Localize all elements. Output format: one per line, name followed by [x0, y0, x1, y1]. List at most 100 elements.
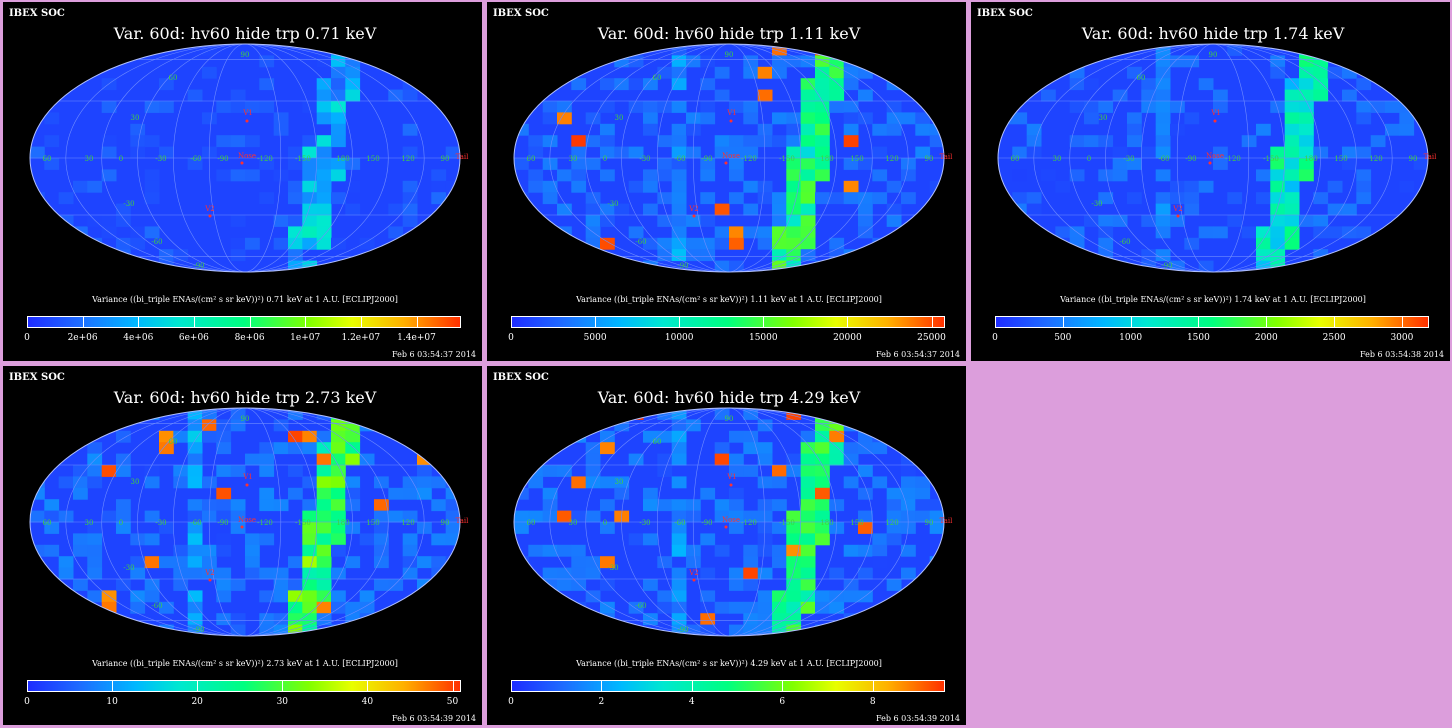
map-cell	[417, 78, 432, 91]
map-cell	[374, 419, 389, 432]
map-cell	[714, 544, 730, 557]
map-cell	[187, 590, 203, 603]
map-cell	[714, 260, 730, 272]
map-cell	[288, 442, 303, 455]
lon-label: 180	[820, 155, 833, 163]
map-cell	[800, 192, 816, 205]
lat-label: 60	[653, 438, 662, 446]
map-cell	[643, 237, 658, 250]
map-cell	[1370, 135, 1386, 148]
map-cell	[302, 510, 318, 523]
map-cell	[345, 601, 361, 614]
colorbar-tick-label: 8e+06	[234, 333, 265, 343]
map-cell	[600, 430, 615, 443]
map-cell	[628, 55, 644, 68]
map-cell	[1098, 192, 1114, 205]
map-cell	[729, 226, 744, 239]
map-cell	[402, 567, 418, 580]
map-cell	[101, 215, 117, 227]
lon-label: -120	[257, 155, 273, 163]
map-cell	[614, 476, 630, 489]
map-cell	[388, 624, 404, 636]
map-cell	[302, 613, 318, 626]
map-cell	[1284, 135, 1300, 148]
map-cell	[1155, 44, 1171, 56]
map-cell	[302, 135, 318, 148]
map-cell	[772, 237, 787, 250]
map-cell	[87, 590, 103, 603]
map-cell	[316, 544, 332, 557]
map-cell	[245, 567, 260, 580]
map-cell	[858, 66, 873, 79]
lat-label: -60	[151, 602, 162, 610]
map-cell	[729, 453, 744, 466]
colorbar-tick-label: 2e+06	[67, 333, 98, 343]
nose-label: Nose	[722, 516, 740, 524]
map-cell	[259, 78, 275, 91]
map-cell	[431, 624, 447, 636]
map-cell	[772, 203, 787, 216]
lon-label: 180	[336, 519, 349, 527]
map-cell	[1370, 44, 1386, 56]
map-cell	[259, 453, 275, 466]
map-cell	[815, 601, 830, 614]
map-cell	[144, 476, 160, 489]
lon-label: -90	[701, 519, 712, 527]
map-cell	[858, 544, 873, 557]
map-cell	[431, 476, 447, 489]
map-cell	[245, 169, 260, 182]
map-cell	[915, 579, 931, 591]
map-cell	[144, 226, 160, 239]
colorbar-tick-mark	[282, 680, 284, 692]
map-cell	[872, 169, 888, 182]
map-cell	[872, 146, 888, 159]
map-cell	[331, 169, 346, 182]
map-cell	[886, 613, 902, 626]
map-cell	[87, 556, 103, 569]
map-cell	[671, 249, 687, 262]
map-cell	[1098, 101, 1114, 113]
map-cell	[288, 158, 303, 170]
lon-label: -90	[217, 155, 228, 163]
map-cell	[44, 135, 60, 148]
map-cell	[829, 442, 845, 455]
map-cell	[585, 544, 601, 557]
map-cell	[686, 419, 701, 432]
map-cell	[1299, 135, 1314, 148]
map-cell	[671, 169, 687, 182]
sky-map: 60 30 0 -30 -60 -90 -120 -150 180 150 120 90 60 30 -30…	[997, 43, 1437, 273]
map-cell	[815, 533, 830, 546]
map-cell	[331, 89, 346, 102]
map-cell	[1155, 101, 1171, 113]
map-cell	[230, 215, 246, 227]
map-cell	[571, 146, 587, 159]
map-cell	[288, 601, 303, 614]
map-cell	[230, 169, 246, 182]
map-cell	[73, 487, 88, 500]
map-cell	[858, 158, 873, 170]
map-cell	[1270, 101, 1286, 113]
map-cell	[1284, 192, 1300, 205]
map-cell	[743, 430, 759, 443]
map-cell	[800, 180, 816, 193]
map-cell	[671, 419, 687, 432]
map-cell	[1170, 215, 1185, 227]
map-cell	[614, 203, 630, 216]
map-cell	[345, 453, 361, 466]
map-cell	[116, 579, 131, 591]
map-cell	[542, 601, 558, 614]
lat-label: 30	[615, 478, 624, 486]
map-cell	[571, 556, 587, 569]
map-cell	[628, 78, 644, 91]
timestamp: Feb 6 03:54:39 2014	[876, 714, 960, 723]
map-cell	[331, 522, 346, 534]
map-cell	[886, 101, 902, 113]
map-cell	[671, 533, 687, 546]
map-cell	[786, 226, 802, 239]
map-cell	[44, 522, 60, 534]
map-cell	[316, 522, 332, 534]
lon-label: 120	[885, 155, 898, 163]
colorbar-tick-label: 1500	[1186, 333, 1210, 343]
map-cell	[288, 590, 303, 603]
map-cell	[1127, 66, 1142, 79]
